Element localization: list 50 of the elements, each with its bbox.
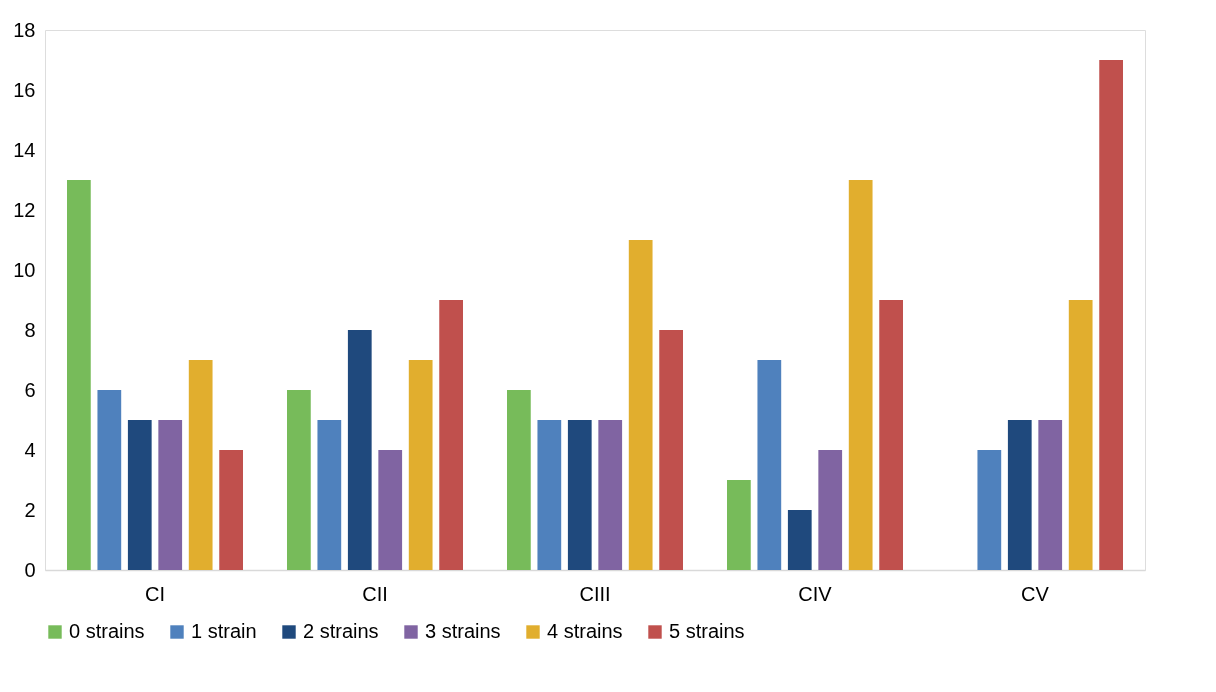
- y-tick-label: 4: [24, 438, 36, 461]
- y-tick-label: 2: [24, 498, 36, 521]
- bar: [219, 450, 243, 570]
- legend-label: 3 strains: [425, 620, 501, 642]
- bar: [659, 330, 683, 570]
- bar: [317, 420, 342, 570]
- bar: [879, 300, 903, 570]
- bar: [67, 180, 91, 570]
- legend-label: 5 strains: [669, 620, 745, 642]
- bar: [287, 390, 311, 570]
- bar: [567, 420, 592, 570]
- x-tick-label: CII: [362, 582, 388, 605]
- bar: [977, 450, 1002, 570]
- y-tick-label: 14: [13, 138, 36, 161]
- x-tick-label: CV: [1021, 582, 1050, 605]
- bar: [1099, 60, 1123, 570]
- bar: [757, 360, 782, 570]
- y-tick-label: 0: [24, 558, 36, 581]
- bar: [598, 420, 623, 570]
- bar: [408, 360, 433, 570]
- legend-label: 2 strains: [303, 620, 379, 642]
- y-tick-label: 16: [13, 78, 36, 101]
- legend-label: 0 strains: [69, 620, 145, 642]
- bar: [1068, 300, 1093, 570]
- bar: [127, 420, 152, 570]
- bar: [848, 180, 873, 570]
- y-tick-label: 8: [24, 318, 36, 341]
- bar: [818, 450, 843, 570]
- y-tick-label: 12: [13, 198, 36, 221]
- bar: [97, 390, 122, 570]
- bar: [507, 390, 531, 570]
- bar: [628, 240, 653, 570]
- legend-label: 4 strains: [547, 620, 623, 642]
- bar: [347, 330, 372, 570]
- x-tick-label: CI: [145, 582, 165, 605]
- bar: [727, 480, 751, 570]
- bar: [787, 510, 812, 570]
- legend-label: 1 strain: [191, 620, 257, 642]
- y-tick-label: 6: [24, 378, 36, 401]
- x-tick-label: CIV: [798, 582, 833, 605]
- bar: [158, 420, 183, 570]
- bar: [537, 420, 562, 570]
- bar: [439, 300, 463, 570]
- bar: [188, 360, 213, 570]
- x-tick-label: CIII: [579, 582, 611, 605]
- bar: [1038, 420, 1063, 570]
- bar: [378, 450, 403, 570]
- y-tick-label: 10: [13, 258, 36, 281]
- y-tick-label: 18: [13, 18, 36, 41]
- bar: [1007, 420, 1032, 570]
